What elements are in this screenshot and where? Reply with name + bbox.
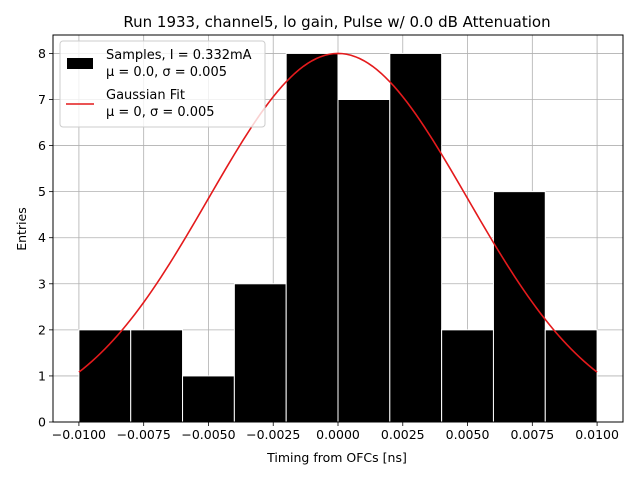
histogram-bars xyxy=(78,52,598,423)
histogram-bar xyxy=(233,283,287,423)
x-tick-label: 0.0050 xyxy=(446,427,490,442)
y-tick-label: 4 xyxy=(38,230,46,245)
y-tick-label: 6 xyxy=(38,138,46,153)
legend-box xyxy=(59,40,266,128)
histogram-bar xyxy=(544,329,598,423)
gaussian-fit-line xyxy=(78,52,598,373)
y-tick-label: 0 xyxy=(38,415,46,430)
y-tick-label: 5 xyxy=(38,184,46,199)
x-axis-label: Timing from OFCs [ns] xyxy=(266,450,407,465)
x-tick-label: 0.0000 xyxy=(316,427,360,442)
legend-histogram-label-2: μ = 0.0, σ = 0.005 xyxy=(106,65,227,80)
x-tick-label: −0.0100 xyxy=(52,427,106,442)
fit-line-group xyxy=(78,52,598,373)
histogram-bar xyxy=(78,329,132,423)
x-tick-label: 0.0075 xyxy=(510,427,554,442)
x-tick-label: −0.0050 xyxy=(181,427,235,442)
x-axis-ticks: −0.0100 −0.0075 −0.0050 −0.0025 0.0000 0.0025… xyxy=(52,422,619,442)
y-tick-label: 7 xyxy=(38,92,46,107)
x-tick-label: 0.0100 xyxy=(575,427,619,442)
y-axis-ticks: 0 1 2 3 4 5 6 7 8 xyxy=(38,46,53,430)
histogram-bar xyxy=(130,329,184,423)
x-tick-label: 0.0025 xyxy=(381,427,425,442)
legend: Samples, I = 0.332mA μ = 0.0, σ = 0.005 … xyxy=(59,40,266,128)
legend-histogram-swatch xyxy=(67,58,93,69)
histogram-bar xyxy=(441,329,494,423)
y-axis-label: Entries xyxy=(14,207,29,251)
histogram-bar xyxy=(337,99,391,423)
histogram-bar xyxy=(285,52,339,423)
x-tick-label: −0.0025 xyxy=(246,427,300,442)
chart-title: Run 1933, channel5, lo gain, Pulse w/ 0.… xyxy=(123,13,550,31)
y-tick-label: 1 xyxy=(38,368,46,383)
x-tick-label: −0.0075 xyxy=(117,427,171,442)
legend-fit-label-1: Gaussian Fit xyxy=(106,88,185,103)
histogram-bar xyxy=(389,52,443,423)
y-tick-label: 2 xyxy=(38,322,46,337)
y-tick-label: 3 xyxy=(38,276,46,291)
histogram-bar xyxy=(492,191,546,423)
legend-histogram-label-1: Samples, I = 0.332mA xyxy=(106,48,252,63)
histogram-bar xyxy=(182,375,235,423)
legend-fit-label-2: μ = 0, σ = 0.005 xyxy=(106,105,215,120)
y-tick-label: 8 xyxy=(38,46,46,61)
